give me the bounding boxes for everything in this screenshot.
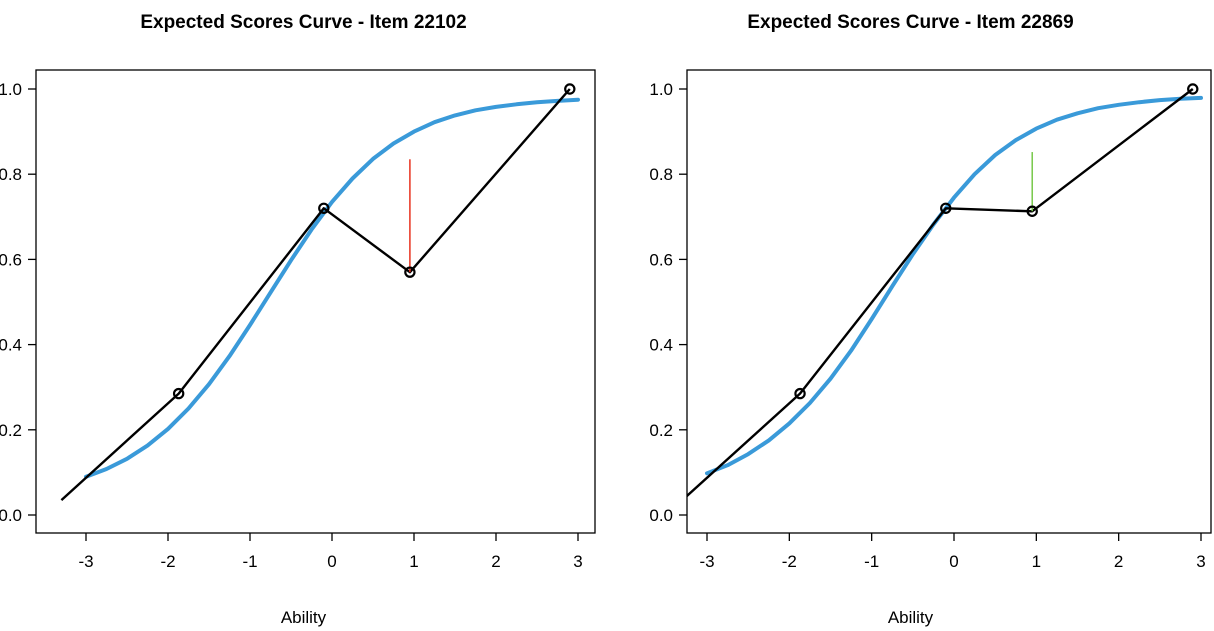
y-tick-label: 0.8 (0, 165, 22, 184)
observed-point (404, 266, 416, 278)
expected-score-curve (84, 97, 580, 479)
x-tick-label: 2 (491, 552, 500, 571)
observed-point (940, 202, 952, 214)
observed-score-line (687, 88, 1194, 498)
y-tick-label: 0.0 (0, 506, 22, 525)
x-axis-label: Ability (887, 608, 934, 627)
x-tick-label: -2 (160, 552, 175, 571)
chart-panel-right: Expected Scores Curve - Item 22869 0.0 0.… (607, 0, 1214, 631)
x-tick-label: 0 (327, 552, 336, 571)
y-tick-label: 0.4 (649, 336, 673, 355)
y-tick-label: 0.2 (649, 421, 673, 440)
x-tick-label: 2 (1114, 552, 1123, 571)
x-tick-label: -2 (782, 552, 797, 571)
chart-panel-left: Expected Scores Curve - Item 22102 0.0 0.… (0, 12, 596, 627)
y-tick-label: 0.2 (0, 421, 22, 440)
x-tick-label: 3 (573, 552, 582, 571)
plot-frame (686, 69, 1212, 534)
plot-frame (35, 69, 596, 534)
observed-score-line (60, 88, 571, 501)
y-tick-label: 1.0 (649, 80, 673, 99)
y-tick-label: 0.8 (649, 165, 673, 184)
observed-point (1026, 205, 1038, 217)
x-tick-label: 0 (949, 552, 958, 571)
observed-point (318, 202, 330, 214)
plot-content (60, 83, 580, 501)
y-tick-label: 0.6 (649, 250, 673, 269)
x-tick-label: -3 (78, 552, 93, 571)
x-tick-label: 1 (409, 552, 418, 571)
chart-title: Expected Scores Curve - Item 22102 (140, 12, 467, 33)
observed-point (794, 387, 806, 400)
expected-score-curve (705, 95, 1203, 476)
x-tick-label: -3 (699, 552, 714, 571)
y-tick-label: 1.0 (0, 80, 22, 99)
observed-point (564, 83, 576, 95)
observed-point (172, 387, 185, 400)
x-tick-label: -1 (242, 552, 257, 571)
x-axis-label: Ability (280, 608, 327, 627)
chart-title: Expected Scores Curve - Item 22869 (747, 12, 1074, 33)
x-tick-label: 3 (1196, 552, 1205, 571)
chart-plot-area: 0.0 0.2 0.4 0.6 0.8 1.0 -3 -2 -1 0 1 2 3 (649, 69, 1212, 571)
observed-point (1187, 83, 1199, 95)
y-tick-label: 0.0 (649, 506, 673, 525)
plot-content (687, 83, 1203, 498)
x-tick-label: -1 (864, 552, 879, 571)
chart-plot-area: 0.0 0.2 0.4 0.6 0.8 1.0 -3 -2 -1 0 1 2 3 (0, 69, 596, 571)
y-tick-label: 0.6 (0, 250, 22, 269)
x-tick-label: 1 (1032, 552, 1041, 571)
y-tick-label: 0.4 (0, 336, 22, 355)
